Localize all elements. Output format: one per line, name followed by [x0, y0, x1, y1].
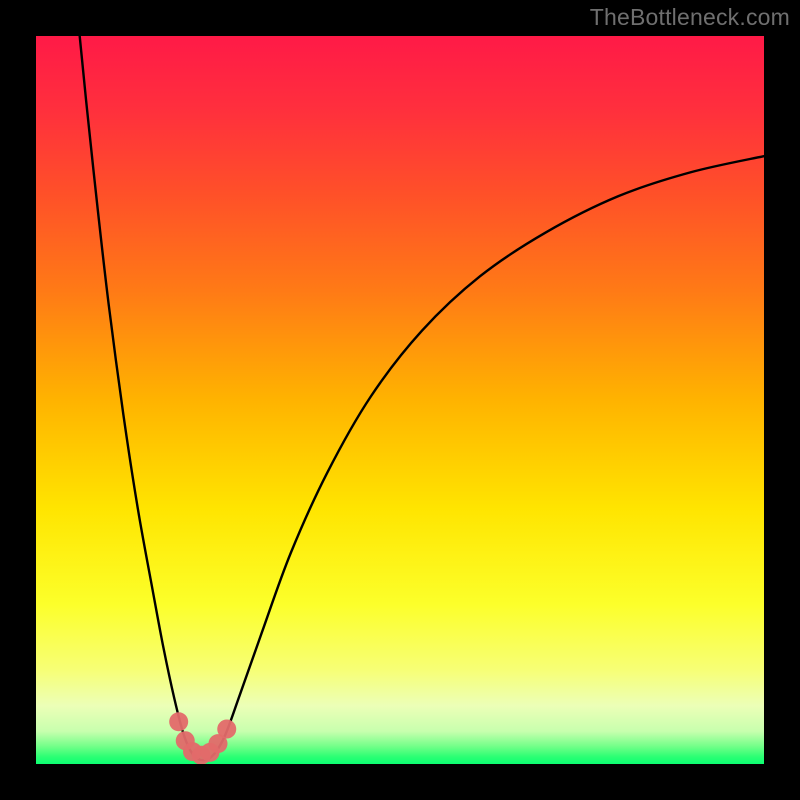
plot-area: [36, 36, 764, 764]
gradient-background: [36, 36, 764, 764]
plot-svg: [36, 36, 764, 764]
watermark-text: TheBottleneck.com: [590, 4, 790, 31]
marker-dot: [169, 712, 188, 731]
stage: TheBottleneck.com: [0, 0, 800, 800]
marker-dot: [217, 720, 236, 739]
